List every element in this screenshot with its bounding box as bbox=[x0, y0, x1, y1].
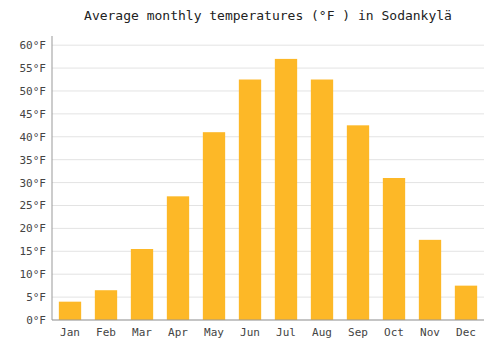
bar bbox=[347, 125, 369, 320]
y-tick-label: 10°F bbox=[20, 268, 47, 281]
x-tick-label: Jun bbox=[240, 326, 260, 339]
grid-line bbox=[52, 228, 484, 229]
x-tick-label: Aug bbox=[312, 326, 332, 339]
y-tick-label: 35°F bbox=[20, 154, 47, 167]
bars bbox=[59, 59, 477, 320]
y-axis-line bbox=[52, 36, 53, 320]
bar bbox=[419, 240, 441, 320]
y-tick-label: 5°F bbox=[26, 291, 46, 304]
x-tick-label: Mar bbox=[132, 326, 152, 339]
grid-line bbox=[52, 90, 484, 91]
x-tick-label: Nov bbox=[420, 326, 440, 339]
x-tick-label: May bbox=[204, 326, 224, 339]
x-tick-label: Jul bbox=[276, 326, 296, 339]
y-tick-label: 0°F bbox=[26, 314, 46, 327]
x-tick-labels: Jan Feb Mar Apr May Jun Jul Aug Sep Oct Nov Dec bbox=[60, 326, 476, 339]
x-tick-label: Feb bbox=[96, 326, 116, 339]
y-tick-label: 50°F bbox=[20, 85, 47, 98]
y-tick-labels: 0°F 5°F 10°F 15°F 20°F 25°F 30°F 35°F 40°F 45°F 50… bbox=[20, 39, 47, 327]
grid-line bbox=[52, 182, 484, 183]
title: Average monthly temperatures (°F ) in So… bbox=[84, 8, 452, 23]
y-tick-label: 40°F bbox=[20, 131, 47, 144]
y-tick-label: 45°F bbox=[20, 108, 47, 121]
grid-line bbox=[52, 159, 484, 160]
bar bbox=[131, 249, 153, 320]
y-grid bbox=[52, 45, 484, 320]
y-tick-label: 55°F bbox=[20, 62, 47, 75]
bar bbox=[383, 178, 405, 320]
y-tick-label: 25°F bbox=[20, 199, 47, 212]
chart-container: Average monthly temperatures (°F ) in So… bbox=[0, 0, 500, 350]
grid-line bbox=[52, 45, 484, 46]
y-tick-label: 15°F bbox=[20, 245, 47, 258]
bar bbox=[311, 80, 333, 320]
grid-line bbox=[52, 113, 484, 114]
x-axis-line bbox=[52, 320, 484, 321]
y-tick-label: 30°F bbox=[20, 177, 47, 190]
y-tick-label: 60°F bbox=[20, 39, 47, 52]
grid-line bbox=[52, 136, 484, 137]
chart: Average monthly temperatures (°F ) in So… bbox=[0, 0, 500, 350]
x-tick-label: Sep bbox=[348, 326, 368, 339]
bar bbox=[203, 132, 225, 320]
bar bbox=[239, 80, 261, 320]
x-tick-label: Jan bbox=[60, 326, 80, 339]
grid-line bbox=[52, 320, 484, 321]
bar bbox=[59, 302, 81, 320]
grid-line bbox=[52, 68, 484, 69]
bar bbox=[275, 59, 297, 320]
x-tick-label: Apr bbox=[168, 326, 188, 339]
bar bbox=[455, 286, 477, 320]
grid-line bbox=[52, 205, 484, 206]
x-tick-label: Oct bbox=[384, 326, 404, 339]
bar bbox=[167, 196, 189, 320]
y-tick-label: 20°F bbox=[20, 222, 47, 235]
bar bbox=[95, 290, 117, 320]
x-tick-label: Dec bbox=[456, 326, 476, 339]
